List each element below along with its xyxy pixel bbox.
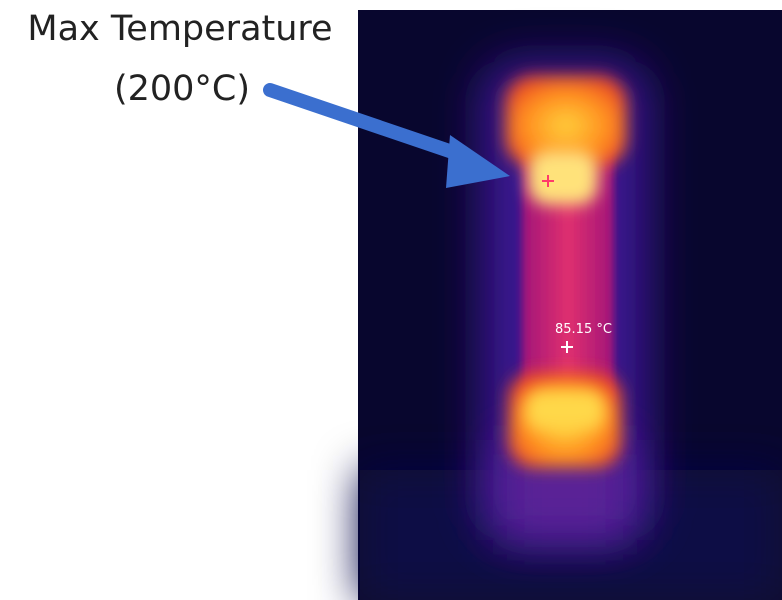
- spot-label: 85.15 °C: [555, 322, 612, 337]
- annotation-value: (200°C): [114, 69, 250, 109]
- annotation-title: Max Temperature: [27, 9, 332, 49]
- thermal-image: 85.15 °C: [358, 10, 782, 600]
- page: 85.15 °C Max Temperature (200°C): [0, 0, 782, 600]
